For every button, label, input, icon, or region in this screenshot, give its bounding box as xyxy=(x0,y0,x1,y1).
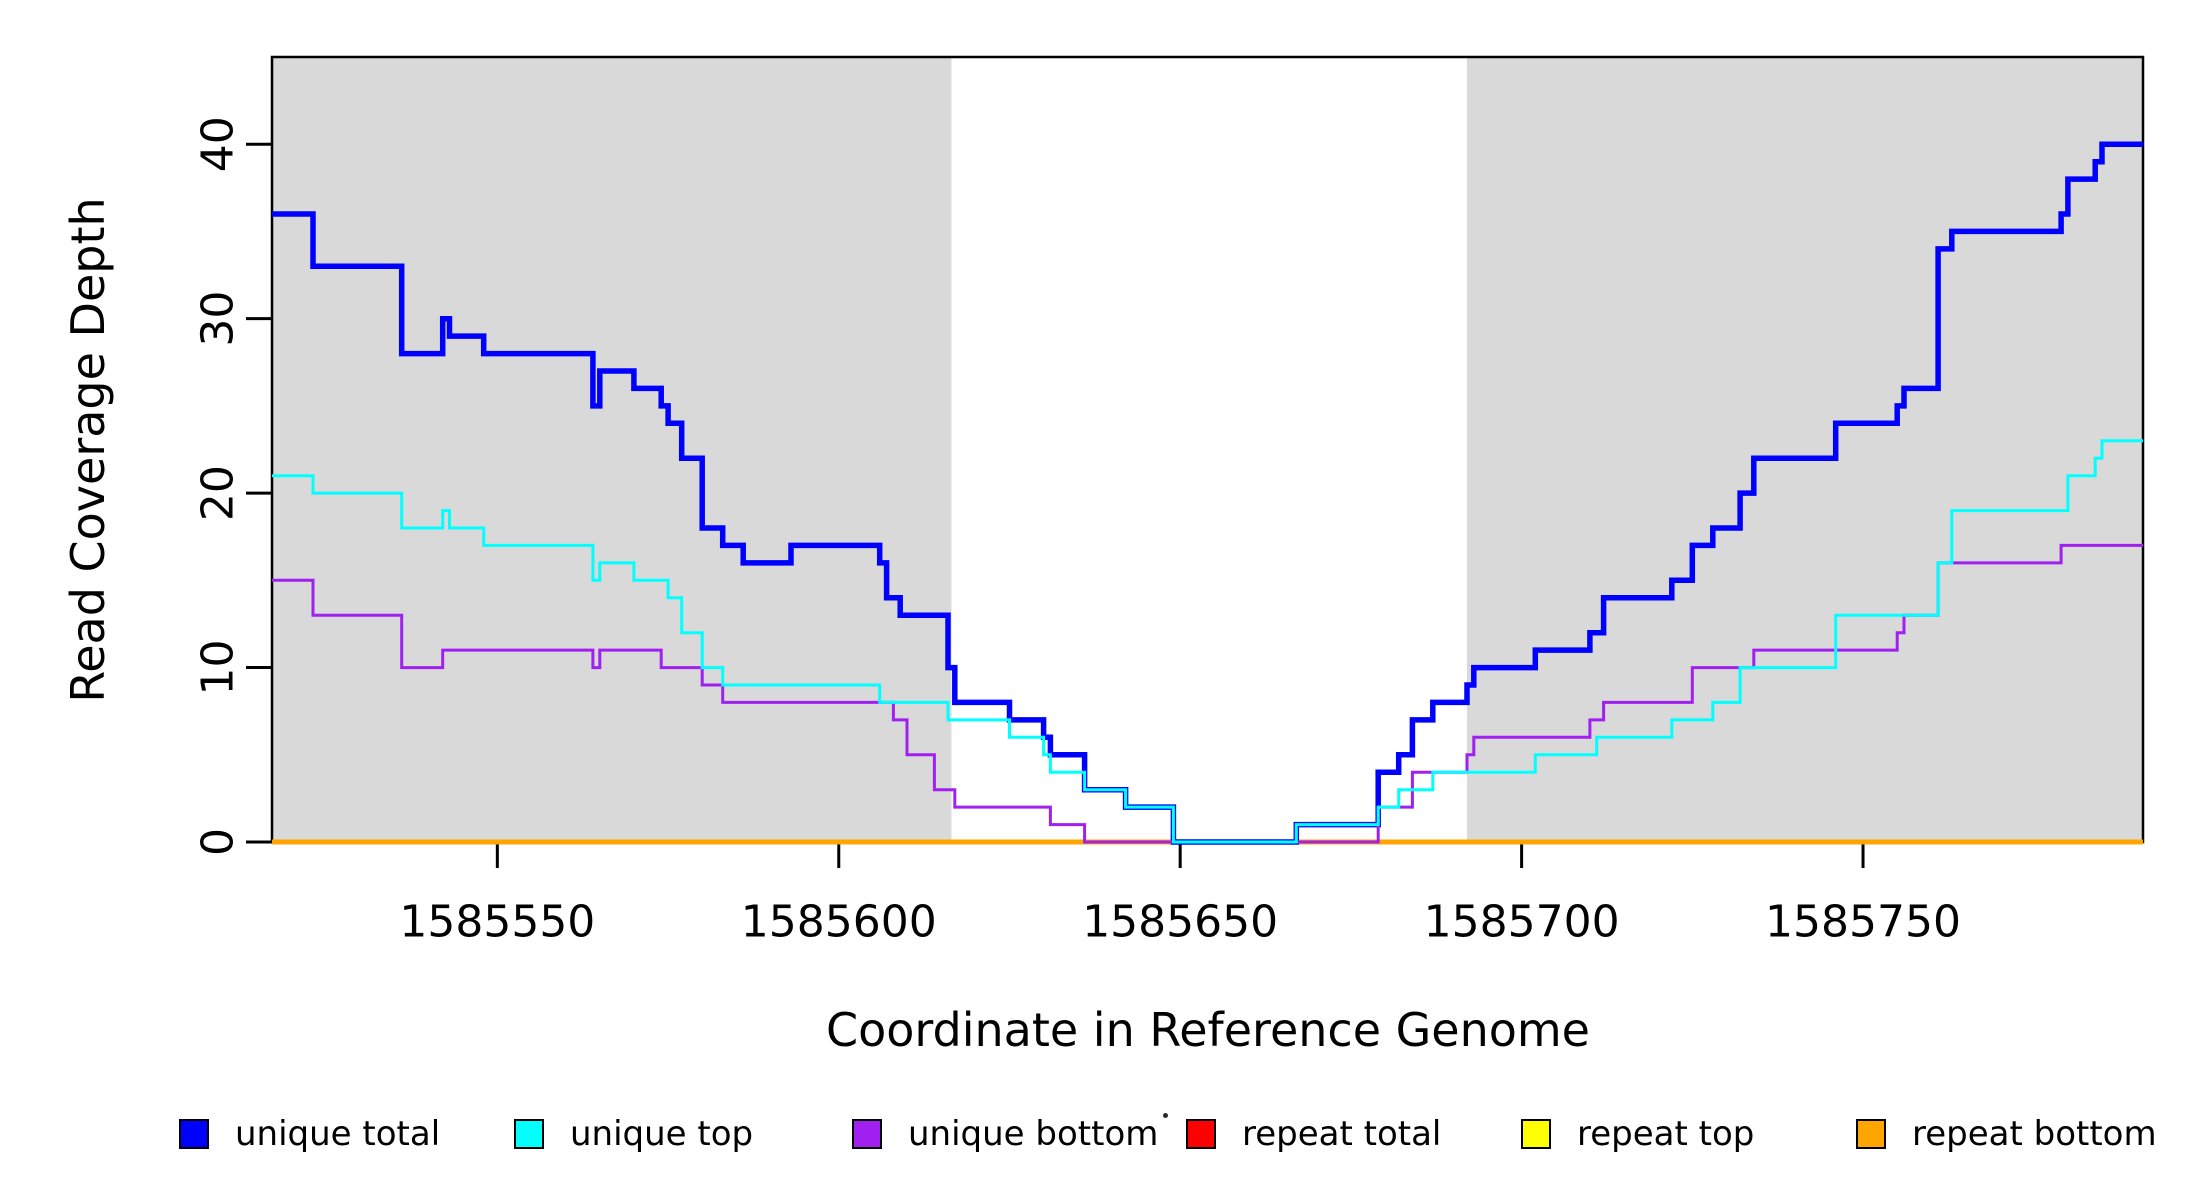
highlight-band xyxy=(272,57,952,842)
x-tick-label: 1585700 xyxy=(1424,897,1620,948)
highlight-band xyxy=(1466,57,2143,842)
y-tick-label: 0 xyxy=(193,828,244,856)
series-lines xyxy=(272,141,2143,845)
x-axis-title: Coordinate in Reference Genome xyxy=(826,1003,1590,1057)
axis-ticks: 1585550 1585600 1585650 1585700 1585750 0 10 20… xyxy=(193,116,1962,947)
x-tick-label: 1585650 xyxy=(1082,897,1278,948)
y-tick-label: 20 xyxy=(193,465,244,521)
highlight-bands xyxy=(272,57,2143,842)
y-tick-label: 40 xyxy=(193,116,244,172)
x-tick-label: 1585750 xyxy=(1765,897,1961,948)
series-line-unique-top xyxy=(272,439,2143,844)
series-line-unique-bottom xyxy=(272,543,2143,844)
y-tick-label: 10 xyxy=(193,640,244,696)
x-tick-label: 1585550 xyxy=(399,897,595,948)
y-axis-title: Read Coverage Depth xyxy=(61,197,115,702)
y-tick-label: 30 xyxy=(193,291,244,347)
x-tick-label: 1585600 xyxy=(741,897,937,948)
stray-dot xyxy=(1163,1113,1168,1118)
